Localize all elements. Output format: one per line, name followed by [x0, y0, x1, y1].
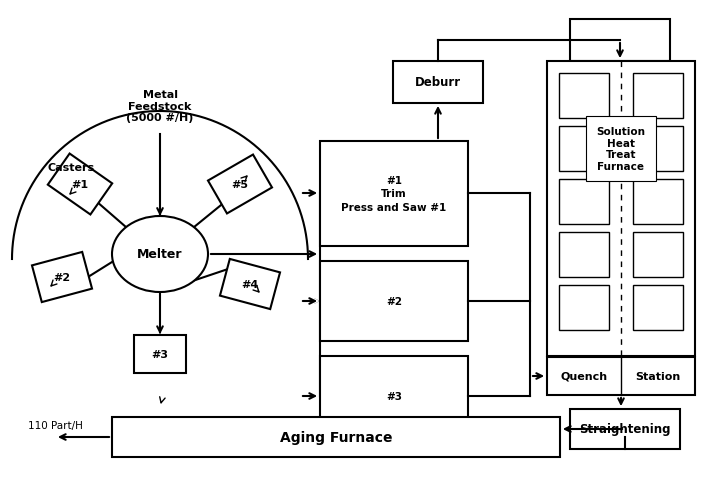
Text: Solution
Heat
Treat
Furnace: Solution Heat Treat Furnace — [596, 127, 646, 171]
Text: Aging Furnace: Aging Furnace — [280, 430, 392, 444]
Bar — [320, 142, 468, 247]
Text: Station: Station — [635, 371, 680, 381]
Bar — [633, 127, 683, 172]
Text: #1: #1 — [71, 180, 89, 190]
Text: Melter: Melter — [138, 248, 183, 261]
Bar — [559, 74, 609, 119]
Bar — [570, 20, 670, 62]
Bar — [112, 417, 560, 457]
Bar — [320, 356, 468, 436]
Bar — [559, 127, 609, 172]
Text: #2: #2 — [53, 273, 71, 282]
Text: #5: #5 — [232, 180, 248, 190]
Bar — [633, 74, 683, 119]
Polygon shape — [32, 252, 92, 302]
Bar — [559, 232, 609, 277]
Bar — [633, 180, 683, 225]
Text: Deburr: Deburr — [415, 76, 461, 89]
Text: #2: #2 — [386, 296, 402, 306]
Ellipse shape — [112, 216, 208, 292]
Text: #4: #4 — [241, 279, 258, 289]
Polygon shape — [220, 259, 280, 310]
Text: #1
Trim
Press and Saw #1: #1 Trim Press and Saw #1 — [341, 176, 446, 212]
Bar — [547, 357, 695, 395]
Bar — [633, 232, 683, 277]
Text: Metal
Feedstock
(5000 #/H): Metal Feedstock (5000 #/H) — [126, 90, 194, 123]
Bar — [393, 62, 483, 104]
Bar — [559, 180, 609, 225]
Bar — [559, 286, 609, 330]
Text: #3: #3 — [386, 391, 402, 401]
Text: Quench: Quench — [560, 371, 608, 381]
Bar — [320, 262, 468, 341]
Bar — [570, 409, 680, 449]
Polygon shape — [208, 155, 272, 214]
Polygon shape — [134, 336, 186, 373]
Bar — [547, 62, 695, 356]
Text: #3: #3 — [151, 349, 168, 359]
Polygon shape — [48, 154, 112, 215]
Text: Straightening: Straightening — [580, 422, 671, 435]
Bar — [633, 286, 683, 330]
Text: 110 Part/H: 110 Part/H — [28, 420, 83, 430]
Text: Casters: Casters — [48, 163, 95, 173]
